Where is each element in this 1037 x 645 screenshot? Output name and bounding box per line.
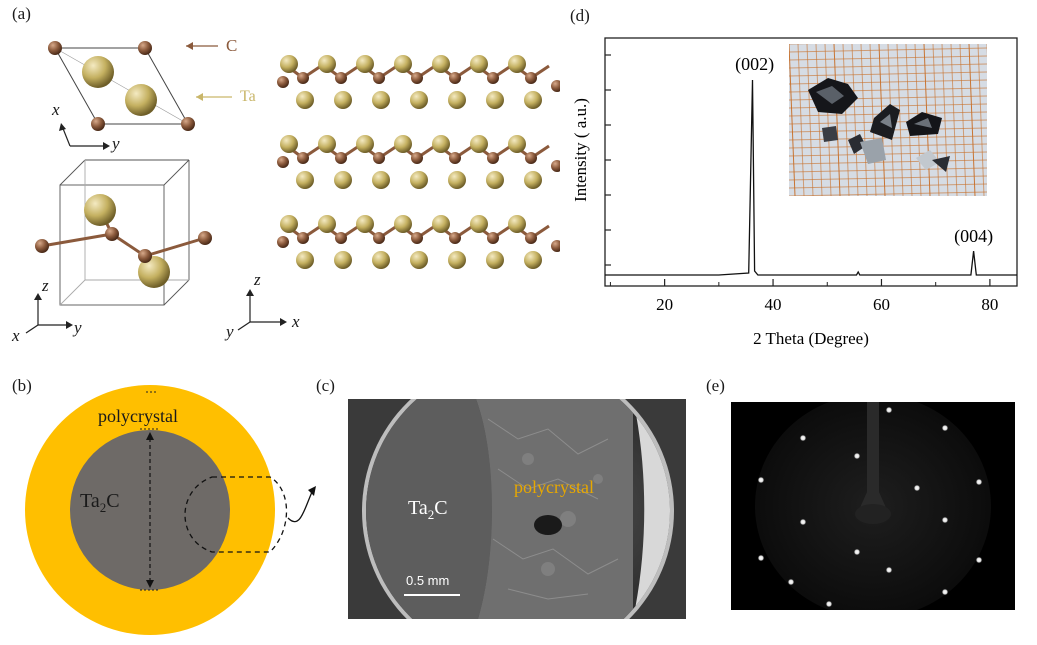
- sem-ta2c-label: Ta2C: [408, 497, 448, 523]
- legend-arrows: [186, 42, 232, 101]
- xrd-series-line: [605, 79, 1017, 276]
- axis-top-x: x: [52, 100, 60, 119]
- panel-label-d: (d): [570, 6, 590, 25]
- axes-top-view: [59, 123, 110, 150]
- schematic-polycrystal-label: polycrystal: [98, 406, 178, 426]
- sample-schematic: [25, 385, 316, 635]
- peak-annotation: (002): [735, 54, 774, 75]
- legend-label-c: C: [226, 36, 238, 55]
- leed-gun-shaft: [867, 402, 879, 497]
- schematic-ta2c-label: Ta2C: [80, 490, 120, 516]
- plot-frame: [604, 37, 1018, 287]
- x-tick-label: 80: [981, 295, 998, 314]
- leed-gun-head: [855, 504, 891, 524]
- ta2c-tail: C: [106, 490, 120, 512]
- axis-layer-y: y: [226, 322, 234, 341]
- peak-annotation: (004): [954, 226, 993, 247]
- scale-bar-label: 0.5 mm: [406, 573, 450, 588]
- panel-label-e: (e): [706, 376, 725, 395]
- crystal-photo-inset: [789, 44, 987, 196]
- axis-cell-y: y: [74, 318, 82, 337]
- panel-label-c: (c): [316, 376, 335, 395]
- zoom-arrow: [287, 491, 313, 523]
- sem-polycrystal-label: polycrystal: [514, 477, 594, 497]
- leed-pattern-image: [731, 402, 1015, 610]
- ta2c-main: Ta: [80, 490, 100, 512]
- x-axis-label: 2 Theta (Degree): [753, 329, 869, 348]
- axis-cell-x: x: [12, 326, 20, 345]
- x-tick-label: 20: [656, 295, 673, 314]
- x-tick-label: 60: [873, 295, 890, 314]
- unit-cell-atoms: [35, 194, 212, 288]
- sem-image: Ta2C polycrystal 0.5 mm: [348, 399, 686, 619]
- unit-cell-3d: [59, 159, 190, 306]
- crystal-structure-figure: [25, 41, 560, 334]
- sem-ta2c-sub: 2: [427, 507, 435, 522]
- x-tick-label: 40: [765, 295, 782, 314]
- axis-top-y: y: [112, 134, 120, 153]
- axis-layer-x: x: [292, 312, 300, 331]
- zoom-region-outline: [184, 476, 288, 553]
- axis-layer-z: z: [254, 270, 261, 289]
- top-view-cell: [48, 41, 195, 131]
- axis-cell-z: z: [42, 276, 49, 295]
- legend-label-ta: Ta: [240, 88, 256, 105]
- sem-ta2c-main: Ta: [408, 497, 428, 519]
- sem-ta2c-tail: C: [434, 497, 448, 519]
- layered-structure: [277, 55, 560, 269]
- panel-label-a: (a): [12, 4, 31, 23]
- y-axis-label: Intensity ( a.u.): [571, 98, 590, 202]
- axes-cell: [25, 293, 73, 334]
- ta2c-sub: 2: [99, 500, 107, 515]
- xrd-chart: 20 40 60 80 (002) (004) 2 Theta (Degree) Int…: [571, 37, 1018, 348]
- panel-label-b: (b): [12, 376, 32, 395]
- axes-layers: [237, 289, 287, 331]
